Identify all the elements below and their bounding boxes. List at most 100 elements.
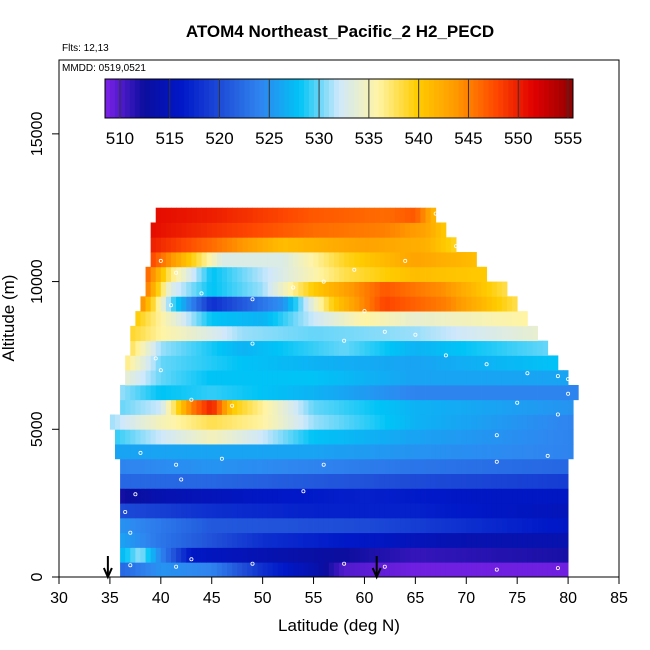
heatmap-cell [201,503,208,519]
heatmap-cell [333,503,340,519]
heatmap-cell [318,311,325,327]
heatmap-cell [389,473,396,489]
heatmap-cell [537,458,544,474]
heatmap-cell [369,355,376,371]
heatmap-cell [491,444,498,460]
heatmap-cell [145,473,152,489]
heatmap-cell [435,384,442,401]
heatmap-cell [313,384,320,401]
heatmap-cell [125,355,131,371]
heatmap-cell [155,370,162,386]
heatmap-cell [242,252,248,268]
heatmap-cell [313,325,320,342]
heatmap-cell [333,458,340,474]
heatmap-cell [542,517,549,534]
heatmap-cell [542,429,549,445]
heatmap-cell [227,399,233,415]
heatmap-cell [542,562,549,578]
heatmap-cell [125,547,131,563]
heatmap-cell [257,473,264,489]
heatmap-cell [150,547,157,563]
heatmap-cell [288,547,294,563]
heatmap-cell [440,266,447,282]
heatmap-cell [160,384,167,401]
heatmap-cell [206,207,213,223]
colorbar-swatch [164,79,171,118]
heatmap-cell [155,237,162,253]
heatmap-cell [181,414,187,430]
heatmap-cell [145,444,152,460]
heatmap-cell [471,429,477,445]
heatmap-cell [140,296,146,312]
heatmap-cell [476,444,482,460]
heatmap-cell [354,444,360,460]
heatmap-cell [308,222,314,238]
heatmap-cell [227,340,233,356]
heatmap-cell [308,370,314,386]
heatmap-cell [176,370,182,386]
heatmap-cell [196,266,202,282]
heatmap-cell [491,547,498,563]
heatmap-cell [262,266,269,282]
heatmap-cell [425,488,432,504]
heatmap-cell [160,266,167,282]
heatmap-cell [211,444,218,460]
heatmap-cell [257,252,264,268]
heatmap-cell [252,414,258,430]
heatmap-cell [155,399,162,415]
heatmap-cell [323,547,330,563]
heatmap-cell [216,444,223,460]
heatmap-cell [140,547,146,563]
heatmap-cell [267,532,274,548]
heatmap-cell [140,414,146,430]
heatmap-cell [339,207,345,223]
heatmap-cell [323,252,330,268]
heatmap-cell [328,503,335,519]
heatmap-cell [165,414,172,430]
heatmap-cell [242,517,248,534]
heatmap-cell [374,399,381,415]
colorbar-swatch [443,79,449,118]
sample-point [403,258,408,263]
heatmap-cell [410,503,416,519]
heatmap-cell [277,429,284,445]
x-tick-label: 50 [254,590,272,607]
heatmap-cell [435,222,442,238]
heatmap-cell [252,429,258,445]
x-axis: 30 35 40 45 50 55 60 65 70 75 80 85 [50,577,628,607]
heatmap-cell [288,429,294,445]
heatmap-cell [191,325,197,342]
heatmap-cell [532,370,538,386]
heatmap-cell [201,355,208,371]
x-tick-label: 55 [305,590,323,607]
heatmap-cell [150,517,157,534]
heatmap-cell [333,325,340,342]
heatmap-cell [400,266,406,282]
heatmap-cell [517,311,523,327]
heatmap-cell [512,532,518,548]
heatmap-cell [420,532,426,548]
heatmap-cell [430,384,437,401]
heatmap-cell [298,429,304,445]
heatmap-cell [293,340,299,356]
heatmap-cell [456,281,462,297]
heatmap-cell [415,458,421,474]
sample-point [494,459,499,464]
heatmap-cell [410,517,416,534]
heatmap-cell [481,266,488,282]
heatmap-cell [512,488,518,504]
heatmap-cell [400,237,406,253]
heatmap-cell [435,429,442,445]
heatmap-cell [333,296,340,312]
heatmap-cell [318,414,325,430]
heatmap-cell [349,547,355,563]
heatmap-cell [420,252,426,268]
heatmap-cell [247,355,253,371]
heatmap-cell [486,311,493,327]
heatmap-cell [298,532,304,548]
heatmap-cell [400,444,406,460]
heatmap-cell [145,503,152,519]
heatmap-cell [211,222,218,238]
heatmap-cell [181,444,187,460]
heatmap-cell [542,355,549,371]
